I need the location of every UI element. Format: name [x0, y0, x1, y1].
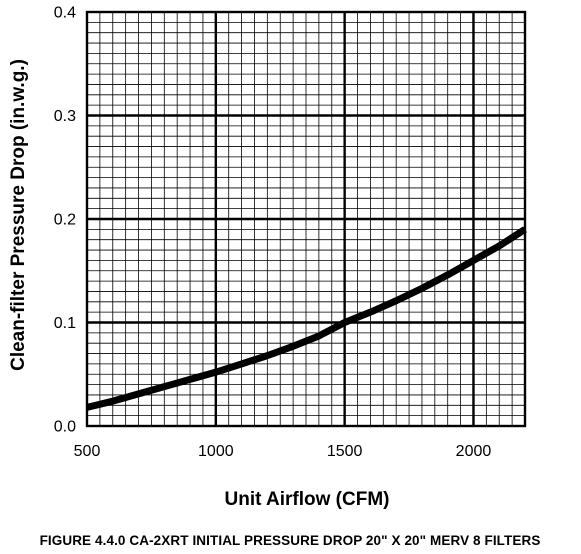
- y-tick-label: 0.4: [54, 5, 76, 22]
- x-axis-title: Unit Airflow (CFM): [225, 489, 390, 510]
- y-tick-labels: 0.0 0.1 0.2 0.3 0.4: [54, 5, 76, 436]
- plot-frame: [85, 10, 527, 428]
- x-tick-labels: 500 1000 1500 2000: [74, 443, 492, 460]
- series-layer: [86, 226, 527, 411]
- x-tick-label: 1500: [327, 443, 363, 460]
- y-tick-label: 0.2: [54, 212, 76, 229]
- x-tick-label: 2000: [456, 443, 492, 460]
- pressure-drop-curve: [86, 226, 527, 411]
- figure-caption: FIGURE 4.4.0 CA-2XRT INITIAL PRESSURE DR…: [40, 533, 541, 548]
- major-gridlines: [87, 12, 525, 426]
- y-tick-label: 0.3: [54, 108, 76, 125]
- y-axis-title: Clean-filter Pressure Drop (in.w.g.): [8, 59, 29, 371]
- x-tick-label: 1000: [198, 443, 234, 460]
- plot-border: [85, 10, 527, 428]
- y-tick-label: 0.0: [54, 419, 76, 436]
- x-tick-label: 500: [74, 443, 101, 460]
- y-tick-label: 0.1: [54, 315, 76, 332]
